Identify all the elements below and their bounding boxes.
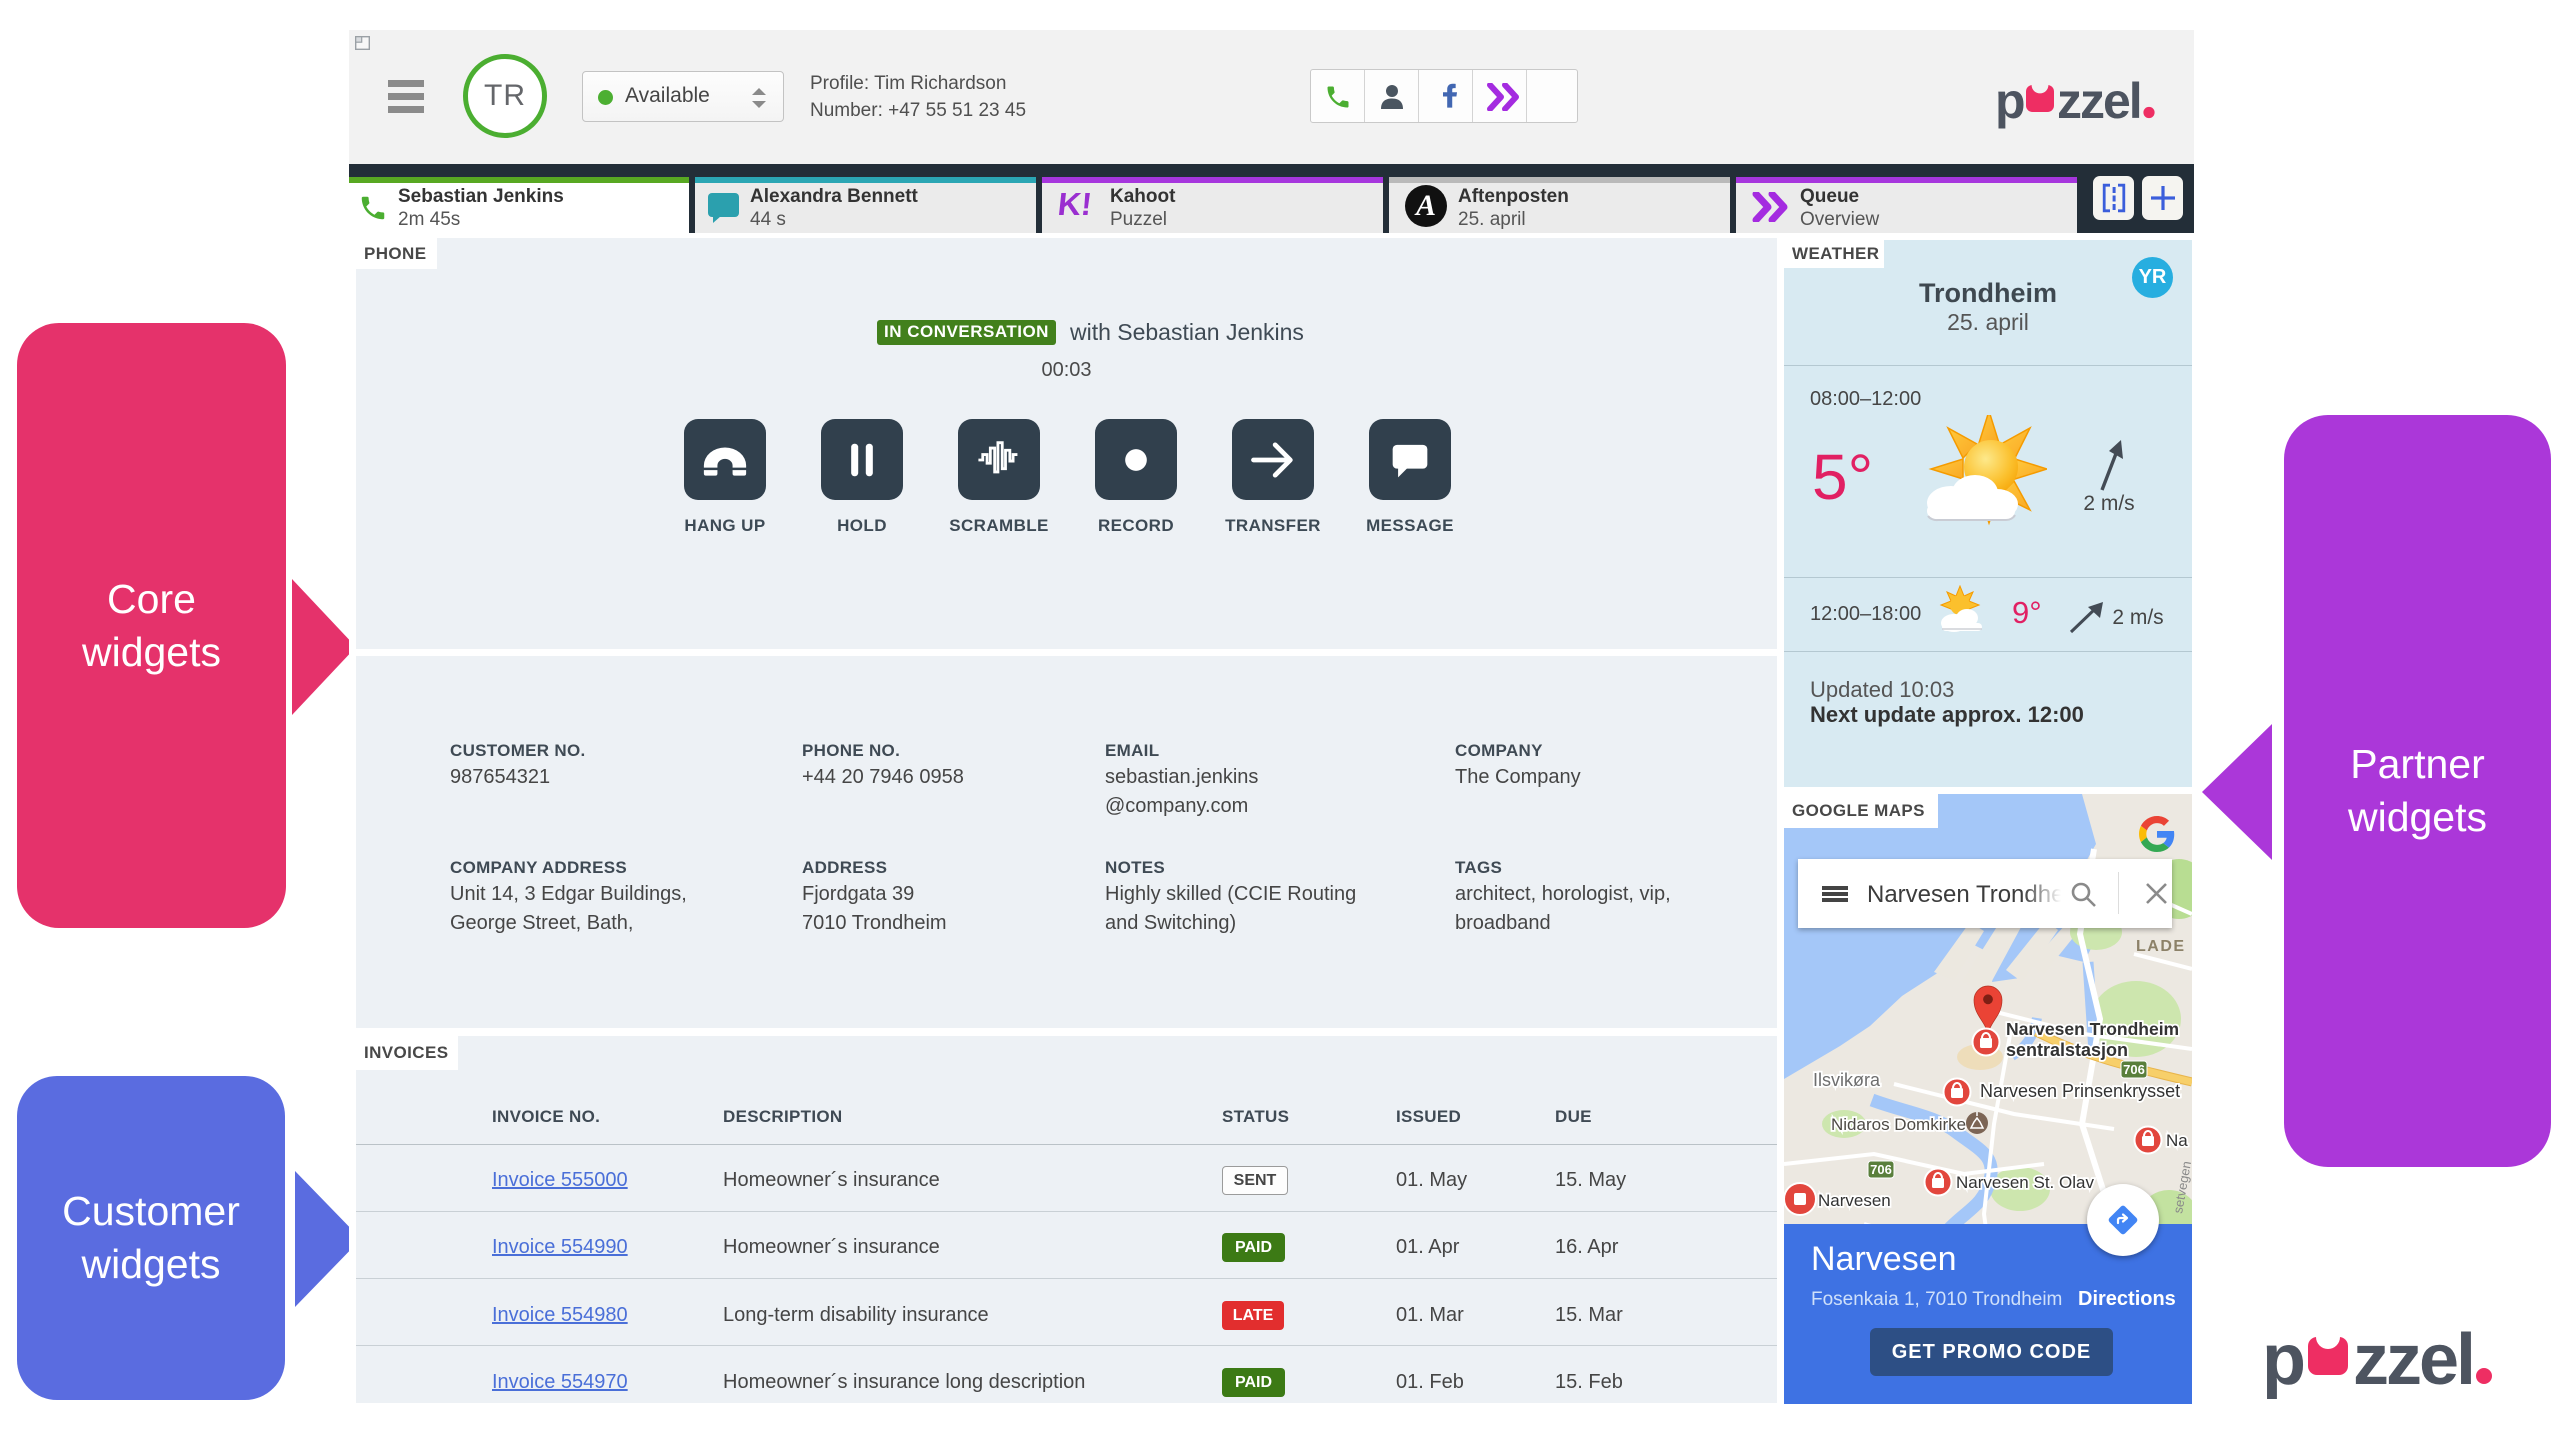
svg-text:zzel: zzel: [2353, 1320, 2473, 1400]
svg-text:Nidaros Domkirke: Nidaros Domkirke: [1831, 1115, 1966, 1134]
svg-text:Narvesen: Narvesen: [1818, 1191, 1891, 1210]
svg-text:706: 706: [2123, 1062, 2145, 1077]
svg-text:zzel: zzel: [2057, 73, 2141, 129]
svg-text:706: 706: [1870, 1162, 1892, 1177]
svg-text:sentralstasjon: sentralstasjon: [2006, 1040, 2128, 1060]
svg-text:p: p: [1995, 73, 2025, 129]
svg-text:LADE: LADE: [2136, 938, 2186, 955]
svg-text:Narvesen Prinsenkrysset: Narvesen Prinsenkrysset: [1980, 1081, 2180, 1101]
svg-text:p: p: [2262, 1320, 2304, 1400]
svg-text:Narvesen Trondheim: Narvesen Trondheim: [2006, 1019, 2179, 1039]
svg-text:Ilsvikøra: Ilsvikøra: [1813, 1070, 1881, 1090]
svg-text:Narvesen St. Olav: Narvesen St. Olav: [1956, 1173, 2094, 1192]
svg-text:Na: Na: [2166, 1131, 2188, 1150]
